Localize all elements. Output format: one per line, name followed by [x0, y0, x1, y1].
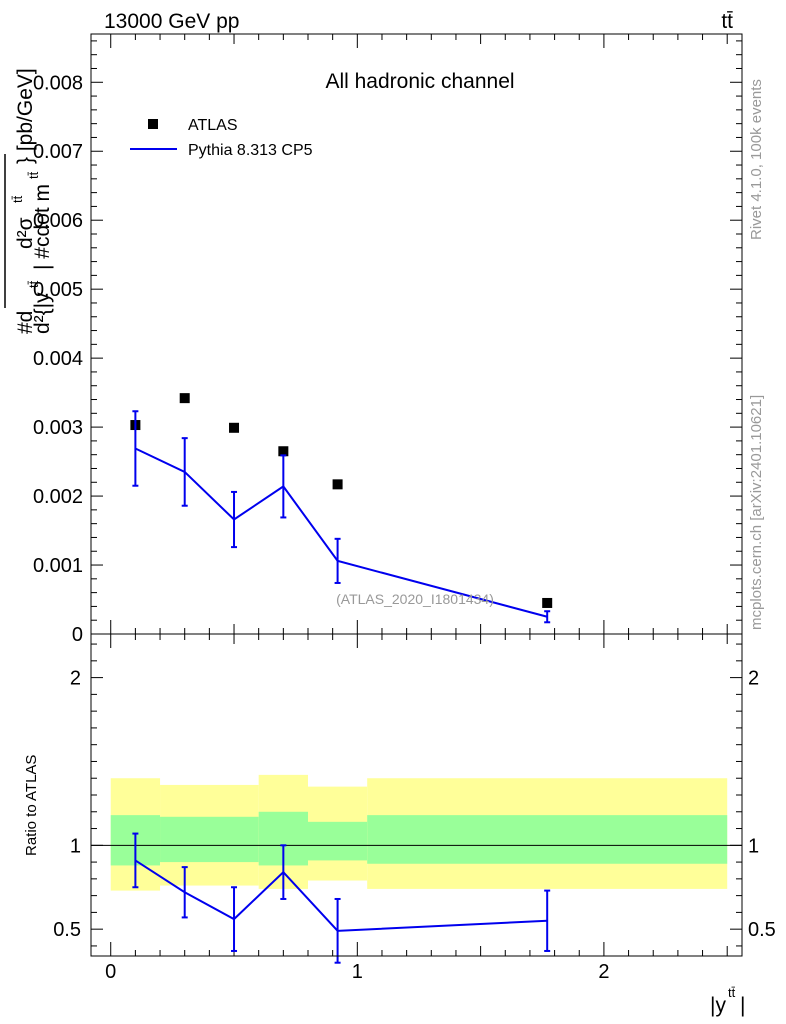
main-y-tick-label: 0.008 — [33, 72, 83, 94]
atlas-data-point — [542, 597, 553, 608]
main-y-tick-label: 0.002 — [33, 486, 83, 508]
ratio-frame — [90, 633, 743, 957]
ylabel-units: } [pb/GeV] — [14, 68, 37, 164]
main-y-tick-label: 0.004 — [33, 348, 83, 370]
ratio-y-label: Ratio to ATLAS — [23, 755, 40, 856]
main-y-tick-label: 0.005 — [33, 279, 83, 301]
main-y-tick-label: 0 — [72, 624, 83, 646]
ylabel-m-superscript: tt̄ — [26, 171, 41, 179]
ratio-x-axis: 0 1 2 — [105, 634, 728, 983]
ratio-y-tick-label-right: 1 — [748, 835, 759, 857]
legend: ATLAS Pythia 8.313 CP5 — [130, 117, 313, 159]
legend-pythia-label: Pythia 8.313 CP5 — [188, 142, 313, 159]
ratio-green-band — [367, 815, 728, 864]
atlas-data-point — [229, 422, 240, 433]
atlas-data-point — [179, 393, 190, 404]
xlabel-y: |y — [710, 994, 726, 1017]
ratio-x-label: |y tt̄ | — [710, 985, 745, 1017]
main-y-tick-label: 0.001 — [33, 555, 83, 577]
ratio-panel: 0.5 0.5 1 1 2 2 0 1 2 Ratio to ATLAS |y tt̄ | — [23, 633, 776, 1017]
ratio-series — [132, 832, 551, 964]
main-x-ticks — [110, 34, 728, 634]
ylabel-hash-d: #d — [14, 311, 37, 334]
ratio-x-tick-label: 2 — [598, 961, 609, 983]
ylabel-d2-y: d²{|y — [31, 292, 54, 334]
pythia-line — [134, 447, 548, 618]
main-series — [130, 393, 553, 624]
main-panel: 0 0.001 0.002 0.003 0.004 0.005 0.006 0.007 0.00… — [4, 33, 743, 646]
xlabel-end: | — [740, 994, 745, 1017]
ratio-y-tick-label-right: 0.5 — [748, 919, 776, 941]
main-y-axis: 0 0.001 0.002 0.003 0.004 0.005 0.006 0.007 0.00… — [33, 40, 742, 646]
main-y-tick-label: 0.003 — [33, 417, 83, 439]
ratio-y-tick-label-right: 2 — [748, 668, 759, 690]
ylabel-cdot-m: | #cdot m — [31, 184, 54, 270]
main-title: All hadronic channel — [325, 70, 514, 93]
ratio-green-band — [160, 816, 259, 863]
ratio-green-band — [308, 821, 368, 861]
ratio-y-axis: 0.5 0.5 1 1 2 2 — [53, 643, 776, 947]
atlas-data-point — [332, 479, 343, 490]
rivet-version-label: Rivet 4.1.0, 100k events — [748, 79, 765, 240]
ylabel-y-superscript: tt̄ — [26, 280, 41, 288]
legend-atlas-marker — [148, 119, 158, 129]
ylabel-d2-sigma: d²σ — [14, 217, 37, 249]
ratio-y-tick-label: 0.5 — [53, 919, 81, 941]
ratio-y-tick-label: 1 — [70, 835, 81, 857]
atlas-data-point — [278, 446, 289, 457]
header-final-state-label: tt̄ — [721, 10, 733, 33]
analysis-watermark: (ATLAS_2020_I1801434) — [336, 591, 494, 607]
ratio-x-tick-label: 1 — [352, 961, 363, 983]
ylabel-sigma-superscript: tt̄ — [10, 195, 25, 203]
ratio-x-tick-label: 0 — [105, 961, 116, 983]
main-y-tick-label: 0.006 — [33, 210, 83, 232]
header-process-label: 13000 GeV pp — [104, 10, 239, 33]
ratio-pythia-line — [134, 859, 548, 932]
ratio-bands — [110, 774, 728, 891]
xlabel-superscript: tt̄ — [728, 985, 736, 1000]
legend-atlas-label: ATLAS — [188, 117, 238, 134]
main-y-tick-label: 0.007 — [33, 141, 83, 163]
main-y-label: #d d²σ tt̄ d²{|y tt̄ | #cdot m tt̄ } [pb… — [4, 68, 54, 334]
mcplots-label: mcplots.cern.ch [arXiv:2401.10621] — [748, 395, 765, 630]
ratio-y-tick-label: 2 — [70, 668, 81, 690]
